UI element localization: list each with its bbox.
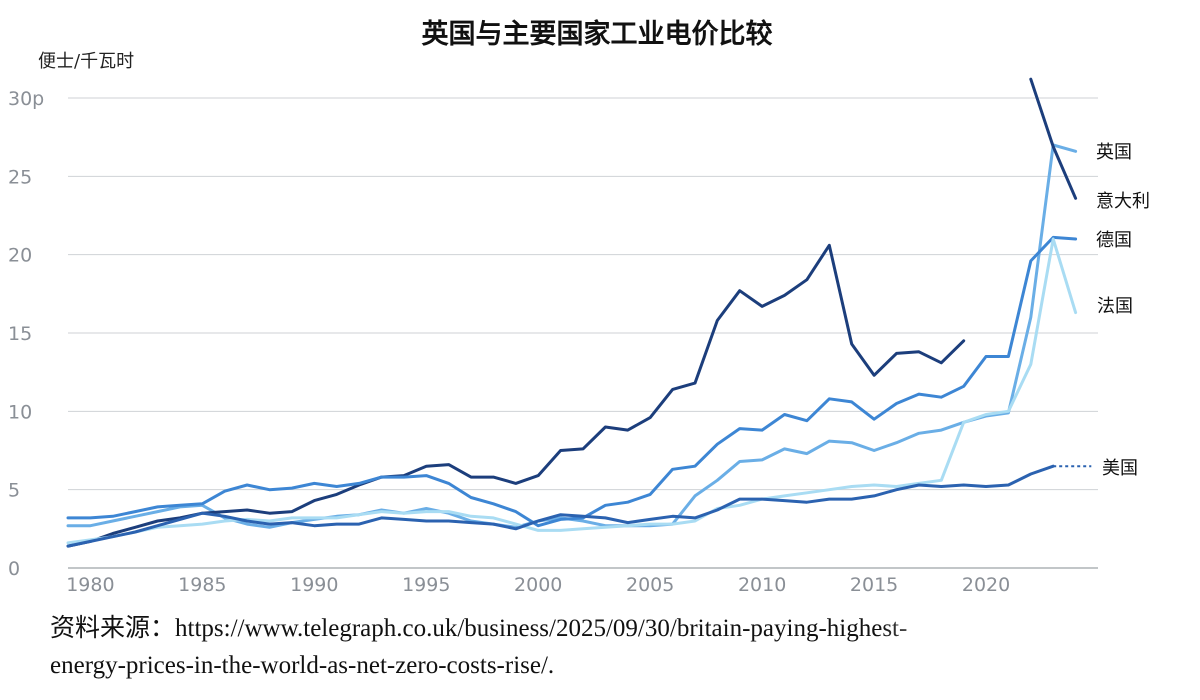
y-axis-ticks: 0 5 10 15 20 25 30p [8,88,44,580]
x-tick-label: 2015 [850,574,898,596]
series-line [66,237,1078,545]
x-tick-label: 2005 [626,574,674,596]
x-tick-label: 2000 [514,574,562,596]
series-label: 意大利 [1096,191,1150,212]
series-lines [66,77,1092,548]
y-tick-label: 5 [8,480,20,502]
x-axis-ticks: 1980 1985 1990 1995 2000 2005 2010 2015 2020 [66,574,1010,596]
y-tick-label: 0 [8,558,20,580]
x-tick-label: 1985 [178,574,226,596]
y-axis-unit-label: 便士/千瓦时 [38,51,134,72]
source-note: 资料来源：https://www.telegraph.co.uk/busines… [50,610,910,684]
series-label: 德国 [1096,230,1132,251]
x-tick-label: 2010 [738,574,786,596]
y-tick-label: 20 [8,245,32,267]
series-line [66,143,1078,529]
series-label: 美国 [1102,458,1138,479]
series-line [66,77,1078,548]
source-label: 资料来源： [50,615,176,642]
y-tick-label: 10 [8,401,32,423]
source-fade-overlay [880,605,1200,650]
grid [68,97,1098,569]
series-label: 法国 [1097,296,1133,317]
series-line [66,235,1078,528]
x-tick-label: 1980 [66,574,114,596]
x-tick-label: 1995 [402,574,450,596]
x-tick-label: 1990 [290,574,338,596]
x-tick-label: 2020 [962,574,1010,596]
series-line [66,464,1055,548]
y-tick-label: 30p [8,88,44,110]
source-url[interactable]: https://www.telegraph.co.uk/business/202… [50,615,908,679]
y-tick-label: 15 [8,323,32,345]
y-tick-label: 25 [8,166,32,188]
series-label: 英国 [1096,142,1132,163]
chart-title: 英国与主要国家工业电价比较 [422,18,773,50]
